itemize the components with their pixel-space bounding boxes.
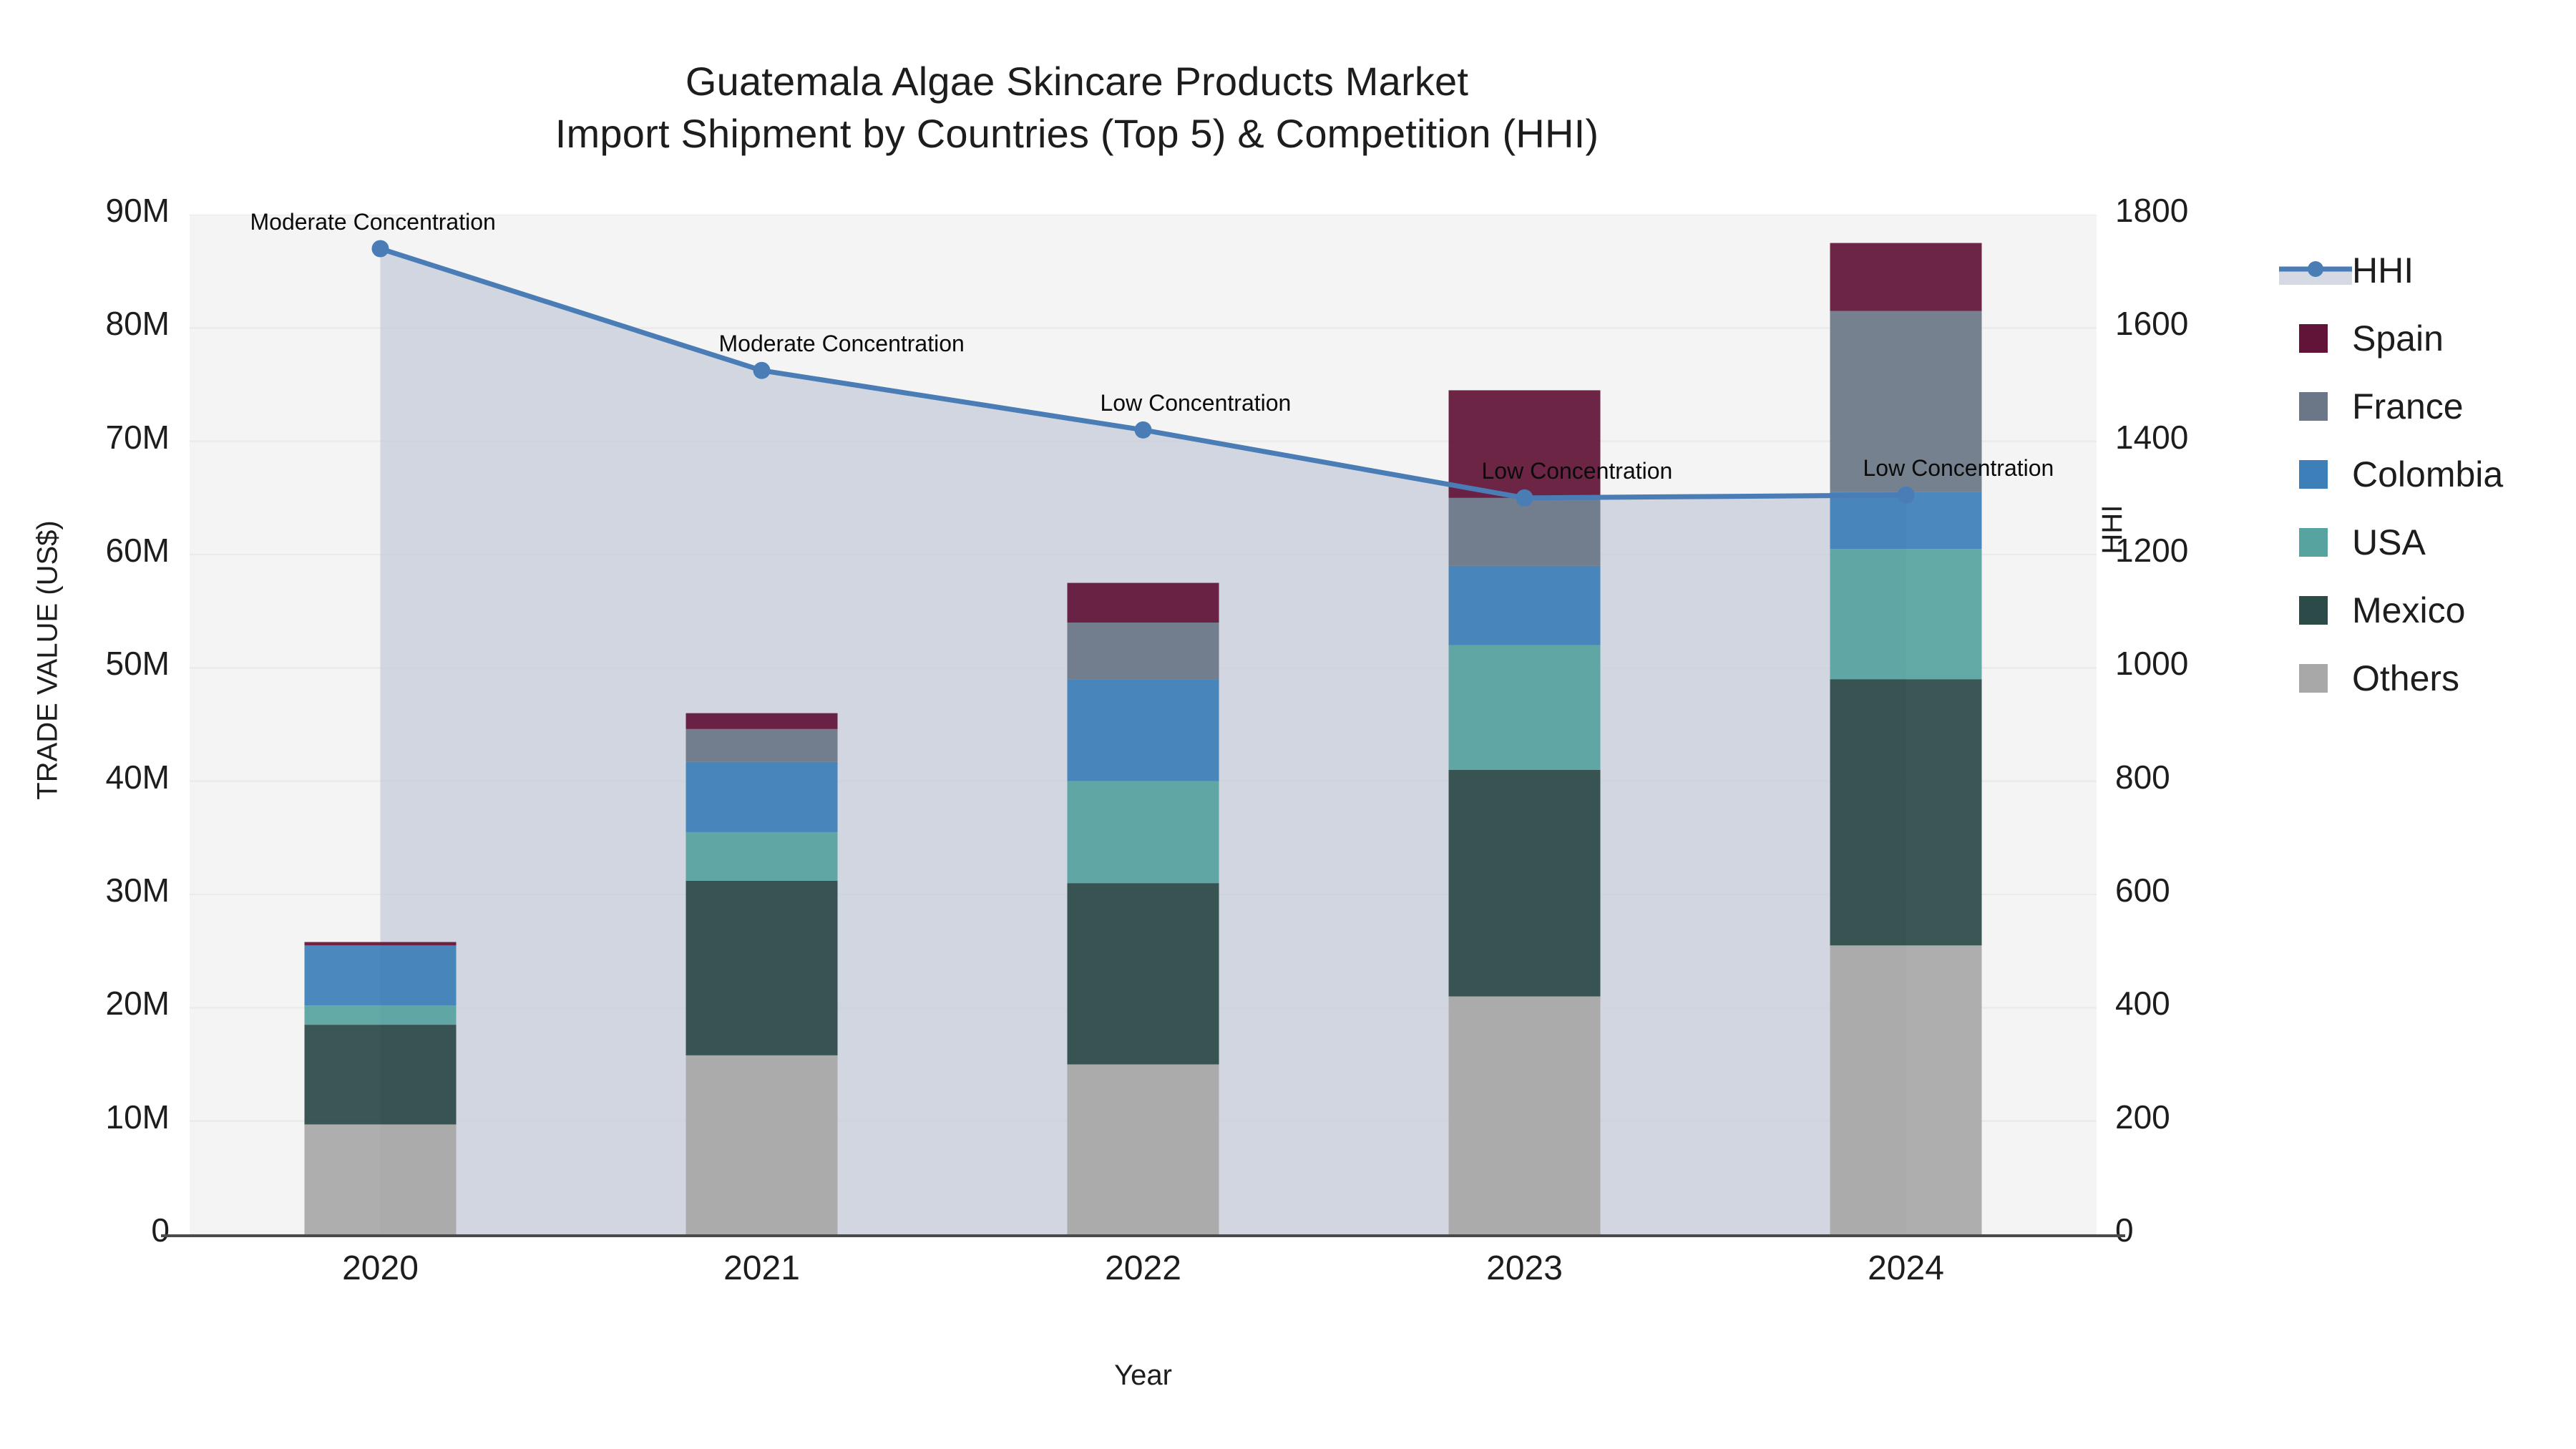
y-axis-left-tick: 80M — [105, 305, 170, 343]
plot-canvas — [190, 215, 2097, 1234]
hhi-annotation-2021: Moderate Concentration — [718, 330, 965, 356]
bar-segment-spain-2023 — [1448, 390, 1601, 498]
bar-segment-mexico-2021 — [686, 881, 838, 1055]
bar-segment-spain-2024 — [1830, 243, 1982, 311]
legend-swatch-usa — [2299, 527, 2328, 557]
legend-item-usa[interactable]: USA — [2279, 508, 2565, 576]
plot-area — [190, 215, 2097, 1234]
legend-item-colombia[interactable]: Colombia — [2279, 440, 2565, 508]
bar-group-2022 — [1067, 582, 1219, 1234]
bar-segment-mexico-2022 — [1067, 883, 1219, 1065]
bar-segment-others-2020 — [304, 1124, 457, 1234]
y-axis-left-tick: 0 — [151, 1211, 170, 1249]
chart-title-line-1: Guatemala Algae Skincare Products Market — [685, 59, 1469, 104]
legend-item-others[interactable]: Others — [2279, 644, 2565, 712]
y-axis-right-tick: 1800 — [2115, 192, 2189, 229]
legend-swatch-colombia — [2299, 459, 2328, 489]
legend-item-spain[interactable]: Spain — [2279, 304, 2565, 372]
hhi-annotation-2024: Low Concentration — [1863, 454, 2054, 481]
bar-group-2023 — [1448, 390, 1601, 1234]
y-axis-right-tick: 400 — [2115, 985, 2170, 1023]
y-axis-left-tick: 10M — [105, 1098, 170, 1136]
bar-segment-others-2021 — [686, 1055, 838, 1234]
y-axis-left-tick: 20M — [105, 985, 170, 1023]
bar-group-2020 — [304, 942, 457, 1234]
hhi-annotation-2022: Low Concentration — [1100, 389, 1292, 416]
bar-segment-spain-2022 — [1067, 582, 1219, 623]
bar-group-2021 — [686, 713, 838, 1234]
bar-segment-others-2023 — [1448, 996, 1601, 1234]
legend-label-mexico: Mexico — [2352, 590, 2466, 630]
y-axis-left-title: TRADE VALUE (US$) — [31, 520, 64, 800]
hhi-point-2021 — [753, 361, 771, 379]
x-axis-spine — [161, 1234, 2125, 1237]
y-axis-right-tick: 1400 — [2115, 418, 2189, 456]
y-axis-right-tick: 1200 — [2115, 532, 2189, 569]
chart-title: Guatemala Algae Skincare Products Market… — [0, 56, 2154, 160]
legend-swatch-spain — [2299, 323, 2328, 353]
legend-label-others: Others — [2352, 658, 2460, 698]
y-axis-left-tick: 70M — [105, 418, 170, 456]
legend-label-hhi: HHI — [2352, 250, 2414, 291]
legend-swatch-others — [2299, 663, 2328, 693]
bar-segment-france-2022 — [1067, 623, 1219, 680]
hhi-point-2024 — [1897, 486, 1915, 504]
bar-segment-colombia-2020 — [304, 945, 457, 1006]
legend-label-spain: Spain — [2352, 318, 2444, 358]
bar-segment-mexico-2024 — [1830, 679, 1982, 946]
legend-item-hhi[interactable]: HHI — [2279, 236, 2565, 304]
legend-swatch-mexico — [2299, 595, 2328, 625]
y-axis-left-tick: 30M — [105, 872, 170, 909]
y-axis-right-tick: 1600 — [2115, 305, 2189, 343]
bar-segment-usa-2023 — [1448, 645, 1601, 770]
bar-segment-mexico-2020 — [304, 1025, 457, 1125]
x-axis-title: Year — [1114, 1360, 1172, 1391]
chart-title-line-2: Import Shipment by Countries (Top 5) & C… — [555, 110, 1599, 156]
bar-segment-colombia-2021 — [686, 761, 838, 832]
bar-segment-colombia-2022 — [1067, 679, 1219, 781]
bar-segment-usa-2022 — [1067, 781, 1219, 884]
legend-label-usa: USA — [2352, 522, 2426, 562]
y-axis-right-tick: 600 — [2115, 872, 2170, 909]
hhi-point-2023 — [1516, 489, 1533, 507]
legend-swatch-france — [2299, 391, 2328, 421]
bar-segment-usa-2024 — [1830, 549, 1982, 680]
y-axis-right-tick: 800 — [2115, 758, 2170, 796]
bar-segment-spain-2021 — [686, 713, 838, 729]
x-axis-tick-2022: 2022 — [1105, 1249, 1181, 1287]
hhi-annotation-2023: Low Concentration — [1481, 457, 1673, 484]
bar-group-2024 — [1830, 243, 1982, 1234]
legend-item-mexico[interactable]: Mexico — [2279, 576, 2565, 644]
y-axis-left-tick: 50M — [105, 645, 170, 683]
chart-legend: HHI Spain France Colombia USA Mexico Others — [2279, 236, 2565, 712]
bar-segment-colombia-2023 — [1448, 565, 1601, 645]
y-axis-left-tick: 40M — [105, 758, 170, 796]
bar-segment-france-2024 — [1830, 311, 1982, 492]
hhi-point-2022 — [1134, 421, 1152, 439]
x-axis-tick-2021: 2021 — [723, 1249, 800, 1287]
bar-segment-others-2022 — [1067, 1064, 1219, 1234]
legend-item-france[interactable]: France — [2279, 372, 2565, 440]
x-axis-tick-2024: 2024 — [1868, 1249, 1944, 1287]
bar-segment-others-2024 — [1830, 945, 1982, 1234]
legend-label-colombia: Colombia — [2352, 454, 2504, 494]
y-axis-left-tick: 90M — [105, 192, 170, 229]
y-axis-right-tick: 1000 — [2115, 645, 2189, 683]
x-axis-tick-2020: 2020 — [342, 1249, 419, 1287]
bar-segment-france-2023 — [1448, 497, 1601, 566]
bar-segment-spain-2020 — [304, 942, 457, 946]
x-axis-tick-2023: 2023 — [1486, 1249, 1563, 1287]
y-axis-right-tick: 200 — [2115, 1098, 2170, 1136]
hhi-annotation-2020: Moderate Concentration — [250, 208, 496, 235]
bar-segment-usa-2020 — [304, 1005, 457, 1025]
y-axis-right-tick: 0 — [2115, 1211, 2134, 1249]
bar-segment-usa-2021 — [686, 831, 838, 881]
bar-segment-mexico-2023 — [1448, 769, 1601, 997]
bar-segment-france-2021 — [686, 728, 838, 762]
y-axis-left-tick: 60M — [105, 532, 170, 569]
legend-label-france: France — [2352, 386, 2464, 426]
hhi-point-2020 — [371, 240, 389, 258]
legend-line-marker-icon — [2279, 256, 2352, 285]
